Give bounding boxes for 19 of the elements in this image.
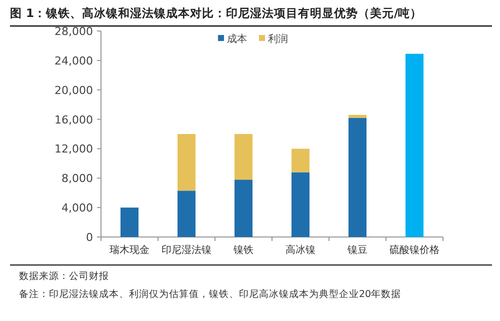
- x-tick-label: 镍铁: [232, 244, 254, 256]
- y-tick-label: 20,000: [54, 84, 93, 97]
- x-tick-label: 硫酸镍价格: [390, 244, 440, 256]
- legend-label: 利润: [268, 33, 288, 45]
- y-tick-label: 0: [86, 231, 93, 244]
- x-tick-label: 瑞木现金: [110, 244, 150, 256]
- legend-label: 成本: [227, 33, 247, 45]
- y-tick-label: 12,000: [54, 142, 93, 156]
- y-tick-label: 24,000: [54, 54, 93, 68]
- x-tick-label: 印尼湿法镍: [162, 244, 212, 256]
- x-tick-label: 镍豆: [346, 244, 368, 256]
- y-tick-label: 16,000: [54, 113, 93, 126]
- y-tick-label: 28,000: [54, 25, 93, 38]
- y-tick-label: 8,000: [62, 172, 93, 186]
- x-tick-label: 高冰镍: [286, 244, 316, 256]
- source-note: 数据来源：公司财报: [19, 270, 109, 282]
- chart-title: 图 1：镍铁、高冰镍和湿法镍成本对比：印尼湿法项目有明显优势（美元/吨）: [10, 6, 422, 20]
- text: 备注：印尼湿法镍成本、利润仅为估算值，镍铁、印尼高冰镍成本为典型企业20年数据: [19, 288, 402, 300]
- y-tick-label: 4,000: [62, 202, 93, 215]
